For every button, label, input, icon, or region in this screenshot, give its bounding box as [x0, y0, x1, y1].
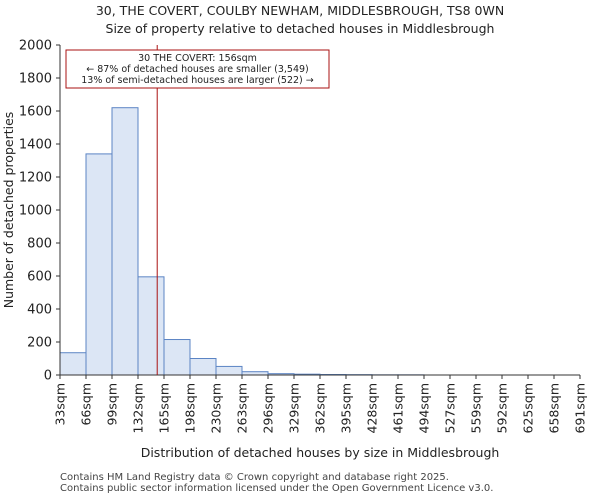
- x-tick-label: 296sqm: [261, 383, 276, 433]
- annotation-line: 13% of semi-detached houses are larger (…: [81, 75, 314, 86]
- x-tick-label: 428sqm: [365, 383, 380, 433]
- x-tick-label: 559sqm: [469, 383, 484, 433]
- x-tick-label: 592sqm: [495, 383, 510, 433]
- annotation-box: [65, 49, 330, 89]
- y-tick-label: 1800: [19, 72, 52, 87]
- x-tick-label: 263sqm: [235, 383, 250, 433]
- x-tick-label: 494sqm: [417, 383, 432, 433]
- annotation-line: ← 87% of detached houses are smaller (3,…: [86, 64, 309, 75]
- y-tick-label: 0: [44, 369, 52, 384]
- histogram-bar: [189, 358, 217, 376]
- histogram-bar: [59, 352, 87, 376]
- chart-title-block: 30, THE COVERT, COULBY NEWHAM, MIDDLESBR…: [0, 2, 600, 38]
- chart-title: 30, THE COVERT, COULBY NEWHAM, MIDDLESBR…: [95, 3, 505, 18]
- x-tick-label: 165sqm: [157, 383, 172, 433]
- footer-licence: Contains public sector information licen…: [60, 483, 494, 494]
- x-tick-label: 625sqm: [521, 383, 536, 433]
- footer-copyright: Contains HM Land Registry data © Crown c…: [60, 472, 449, 483]
- histogram-bar: [111, 107, 139, 376]
- x-tick-label: 461sqm: [391, 383, 406, 433]
- x-tick-label: 362sqm: [313, 383, 328, 433]
- histogram-bar: [85, 153, 113, 376]
- footer: Contains HM Land Registry data © Crown c…: [60, 472, 493, 494]
- y-tick-label: 200: [27, 336, 52, 351]
- y-tick-label: 1400: [19, 138, 52, 153]
- x-tick-label: 66sqm: [79, 383, 94, 426]
- y-tick-label: 400: [27, 303, 52, 318]
- histogram-bar: [137, 276, 165, 376]
- y-tick-label: 800: [27, 237, 52, 252]
- histogram-bar: [163, 339, 191, 376]
- x-tick-label: 527sqm: [443, 383, 458, 433]
- y-tick-label: 2000: [19, 39, 52, 54]
- x-tick-label: 658sqm: [547, 383, 562, 433]
- y-tick-label: 600: [27, 270, 52, 285]
- histogram-bar: [215, 365, 243, 376]
- x-tick-label: 329sqm: [287, 383, 302, 433]
- x-tick-label: 33sqm: [53, 383, 68, 426]
- y-tick-label: 1200: [19, 171, 52, 186]
- chart-subtitle: Size of property relative to detached ho…: [105, 21, 495, 36]
- x-tick-label: 395sqm: [339, 383, 354, 433]
- y-tick-label: 1000: [19, 204, 52, 219]
- x-tick-label: 691sqm: [573, 383, 588, 433]
- x-tick-label: 198sqm: [183, 383, 198, 433]
- x-tick-label: 99sqm: [105, 383, 120, 426]
- y-tick-label: 1600: [19, 105, 52, 120]
- annotation-line: 30 THE COVERT: 156sqm: [138, 53, 257, 64]
- y-axis-label: Number of detached properties: [1, 112, 16, 309]
- x-tick-label: 230sqm: [209, 383, 224, 433]
- x-axis-label: Distribution of detached houses by size …: [141, 445, 500, 460]
- x-tick-label: 132sqm: [131, 383, 146, 433]
